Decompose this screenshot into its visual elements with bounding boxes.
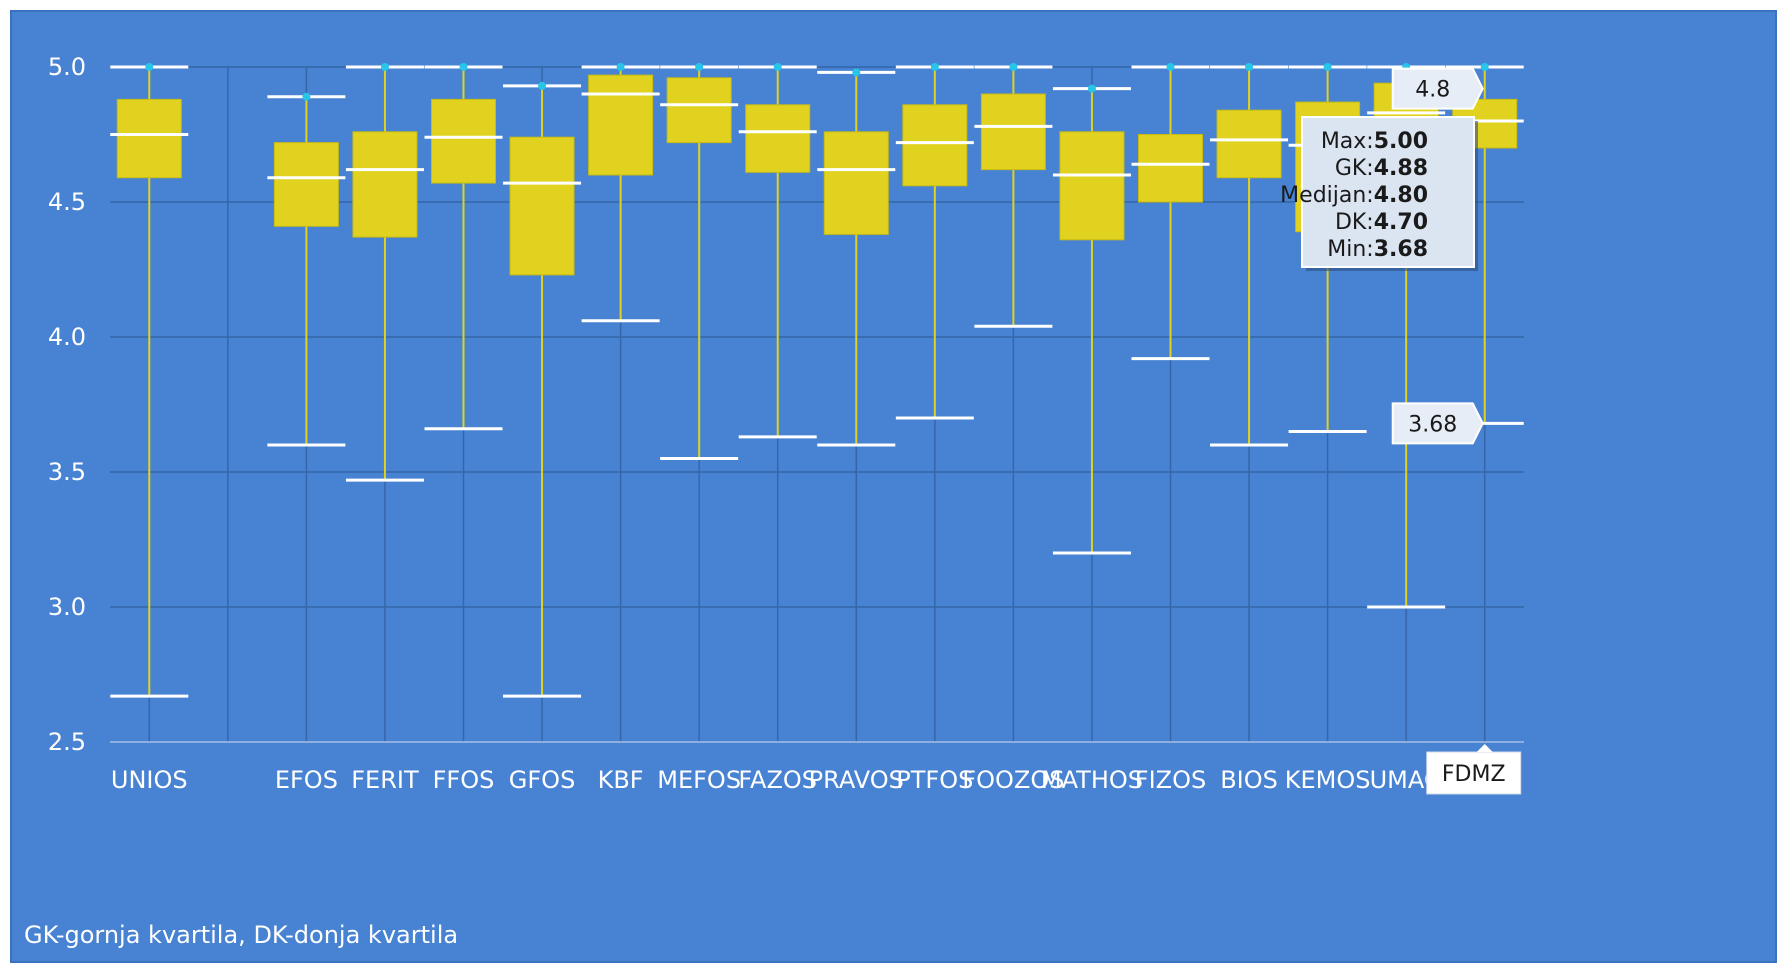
max-marker xyxy=(538,81,547,90)
max-marker xyxy=(773,63,782,71)
tooltip-row: GK:4.88 xyxy=(1335,156,1428,181)
box-iqr xyxy=(902,104,968,187)
hover-category-label-pointer xyxy=(1476,744,1493,752)
max-marker xyxy=(852,68,861,77)
x-tick-label: GFOS xyxy=(509,766,576,794)
max-marker xyxy=(1480,63,1489,71)
max-marker xyxy=(1245,63,1254,71)
x-tick-label: FOOZOS xyxy=(962,766,1064,794)
y-tick-label: 3.0 xyxy=(48,593,86,621)
x-tick-label: MEFOS xyxy=(657,766,741,794)
x-tick-label: FERIT xyxy=(351,766,419,794)
max-marker xyxy=(616,63,625,71)
box-iqr xyxy=(352,131,418,238)
box-iqr xyxy=(273,142,339,227)
boxplot-chart: 2.5 3.0 3.5 4.0 4.5 5.0 UNIOS EFOS FERIT FFOS GFOS… xyxy=(10,10,1777,963)
x-tick-label: KBF xyxy=(598,766,644,794)
tooltip-row: Medijan:4.80 xyxy=(1280,183,1428,208)
y-tick-label: 3.5 xyxy=(48,458,86,486)
box-iqr xyxy=(980,93,1046,171)
y-tick-label: 4.5 xyxy=(48,188,86,216)
max-marker xyxy=(1323,63,1332,71)
box-iqr xyxy=(823,131,889,235)
hover-category-label: FDMZ xyxy=(1442,762,1506,787)
box-iqr xyxy=(745,104,811,173)
box-iqr xyxy=(509,136,575,276)
max-marker xyxy=(1009,63,1018,71)
x-tick-label: PTFOS xyxy=(896,766,973,794)
x-tick-label: BIOS xyxy=(1220,766,1278,794)
x-tick-label: MATHOS xyxy=(1041,766,1143,794)
median-callout-text: 4.8 xyxy=(1415,78,1450,103)
max-marker xyxy=(1087,84,1096,93)
hover-category-label-box xyxy=(1426,751,1522,795)
min-callout-box xyxy=(1391,402,1484,445)
box-iqr xyxy=(431,98,496,184)
max-marker xyxy=(695,63,704,71)
max-marker xyxy=(1166,63,1175,71)
y-tick-label: 5.0 xyxy=(48,53,86,81)
tooltip-row: DK:4.70 xyxy=(1335,210,1428,235)
chart-svg: 2.5 3.0 3.5 4.0 4.5 5.0 UNIOS EFOS FERIT FFOS GFOS… xyxy=(48,53,1524,795)
x-tick-label: FFOS xyxy=(433,766,495,794)
box-iqr xyxy=(116,98,182,179)
chart-footnote: GK-gornja kvartila, DK-donja kvartila xyxy=(24,921,459,949)
x-tick-label: KEMOS xyxy=(1285,766,1371,794)
max-marker xyxy=(380,63,389,71)
y-tick-label: 2.5 xyxy=(48,728,86,756)
box-iqr xyxy=(588,74,654,176)
median-callout-box xyxy=(1391,67,1484,110)
max-marker xyxy=(930,63,939,71)
box-iqr xyxy=(1216,109,1282,179)
max-marker xyxy=(302,92,311,101)
x-tick-label: FIZOS xyxy=(1135,766,1206,794)
max-marker xyxy=(145,63,154,71)
max-marker xyxy=(459,63,468,71)
x-tick-label: FAZOS xyxy=(738,766,817,794)
tooltip-row: Min:3.68 xyxy=(1327,237,1428,262)
x-tick-label: PRAVOS xyxy=(809,766,904,794)
y-tick-label: 4.0 xyxy=(48,323,86,351)
box-iqr xyxy=(1059,131,1125,241)
min-callout-text: 3.68 xyxy=(1408,412,1457,437)
box-iqr xyxy=(1138,134,1203,203)
x-tick-label: UNIOS xyxy=(111,766,188,794)
box-iqr xyxy=(666,77,732,144)
x-tick-label: EFOS xyxy=(275,766,338,794)
tooltip-row: Max:5.00 xyxy=(1321,129,1428,154)
tooltip-panel xyxy=(1301,116,1475,268)
